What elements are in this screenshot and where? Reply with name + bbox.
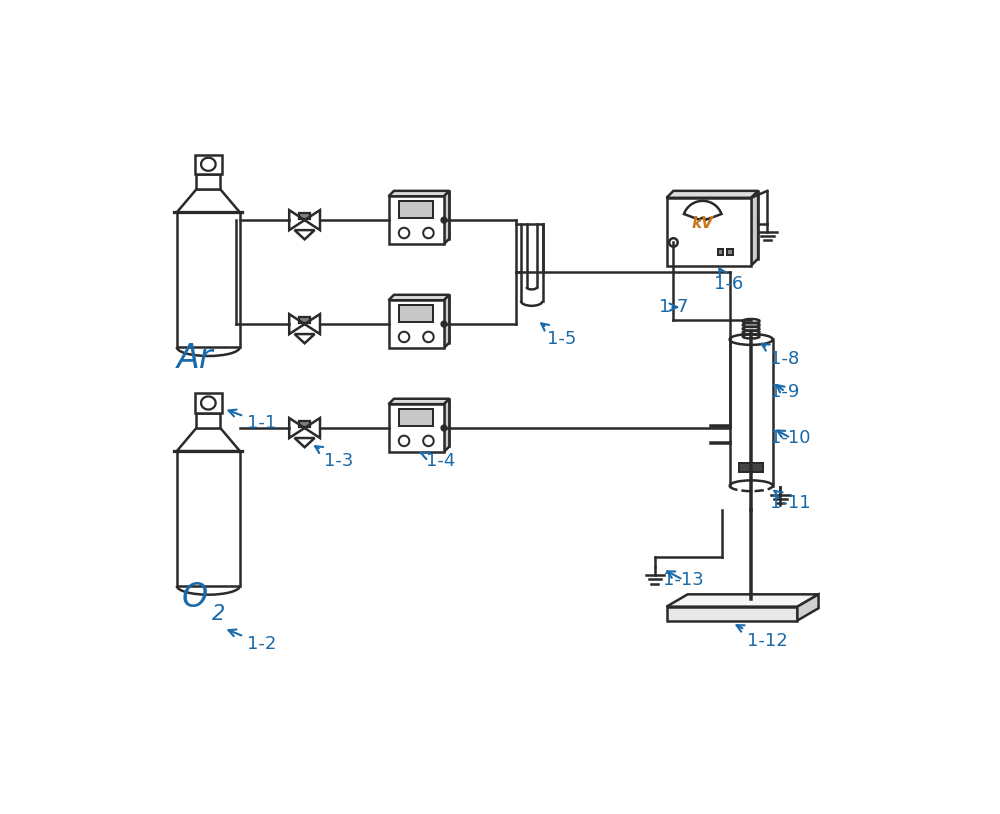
Text: 1-1: 1-1 (229, 409, 276, 431)
Polygon shape (299, 213, 310, 219)
Polygon shape (797, 594, 819, 620)
Polygon shape (195, 393, 222, 413)
Text: Ar: Ar (177, 342, 214, 375)
Polygon shape (389, 300, 444, 348)
Polygon shape (389, 399, 449, 404)
Polygon shape (299, 317, 310, 323)
Polygon shape (718, 249, 723, 255)
Polygon shape (739, 462, 763, 472)
Text: kV: kV (692, 217, 714, 231)
Polygon shape (666, 594, 819, 606)
Polygon shape (389, 404, 444, 452)
Polygon shape (177, 451, 240, 586)
Text: 1-7: 1-7 (659, 298, 688, 316)
Text: O: O (182, 581, 208, 614)
Text: 1-6: 1-6 (714, 269, 743, 293)
Polygon shape (394, 399, 449, 447)
Polygon shape (177, 190, 240, 212)
Text: 1-10: 1-10 (770, 429, 811, 447)
Polygon shape (673, 190, 758, 259)
Polygon shape (389, 190, 449, 196)
Polygon shape (727, 249, 733, 255)
Polygon shape (196, 174, 220, 190)
Polygon shape (394, 295, 449, 343)
Polygon shape (196, 413, 220, 428)
Polygon shape (394, 190, 449, 239)
Polygon shape (389, 295, 449, 300)
Text: 1-5: 1-5 (541, 323, 577, 348)
Circle shape (441, 425, 447, 431)
Text: 1-13: 1-13 (663, 571, 703, 589)
Polygon shape (299, 422, 310, 427)
Text: 1-2: 1-2 (228, 629, 276, 653)
Text: 1-9: 1-9 (770, 383, 800, 400)
Polygon shape (666, 606, 797, 620)
Polygon shape (444, 190, 449, 244)
Polygon shape (389, 196, 444, 244)
Polygon shape (195, 155, 222, 174)
Polygon shape (399, 305, 433, 322)
Polygon shape (399, 409, 433, 426)
Polygon shape (177, 212, 240, 347)
Text: 1-8: 1-8 (762, 344, 800, 368)
Polygon shape (177, 428, 240, 451)
Circle shape (441, 217, 447, 223)
Polygon shape (751, 190, 758, 265)
Polygon shape (444, 399, 449, 452)
Text: 1-12: 1-12 (736, 625, 788, 650)
Text: 1-11: 1-11 (770, 491, 811, 512)
Polygon shape (399, 201, 433, 218)
Circle shape (441, 322, 447, 327)
Text: 1-3: 1-3 (315, 446, 353, 470)
Polygon shape (666, 198, 751, 265)
Polygon shape (666, 190, 758, 198)
Text: 1-4: 1-4 (420, 452, 456, 470)
Text: 2: 2 (212, 604, 225, 624)
Polygon shape (444, 295, 449, 348)
